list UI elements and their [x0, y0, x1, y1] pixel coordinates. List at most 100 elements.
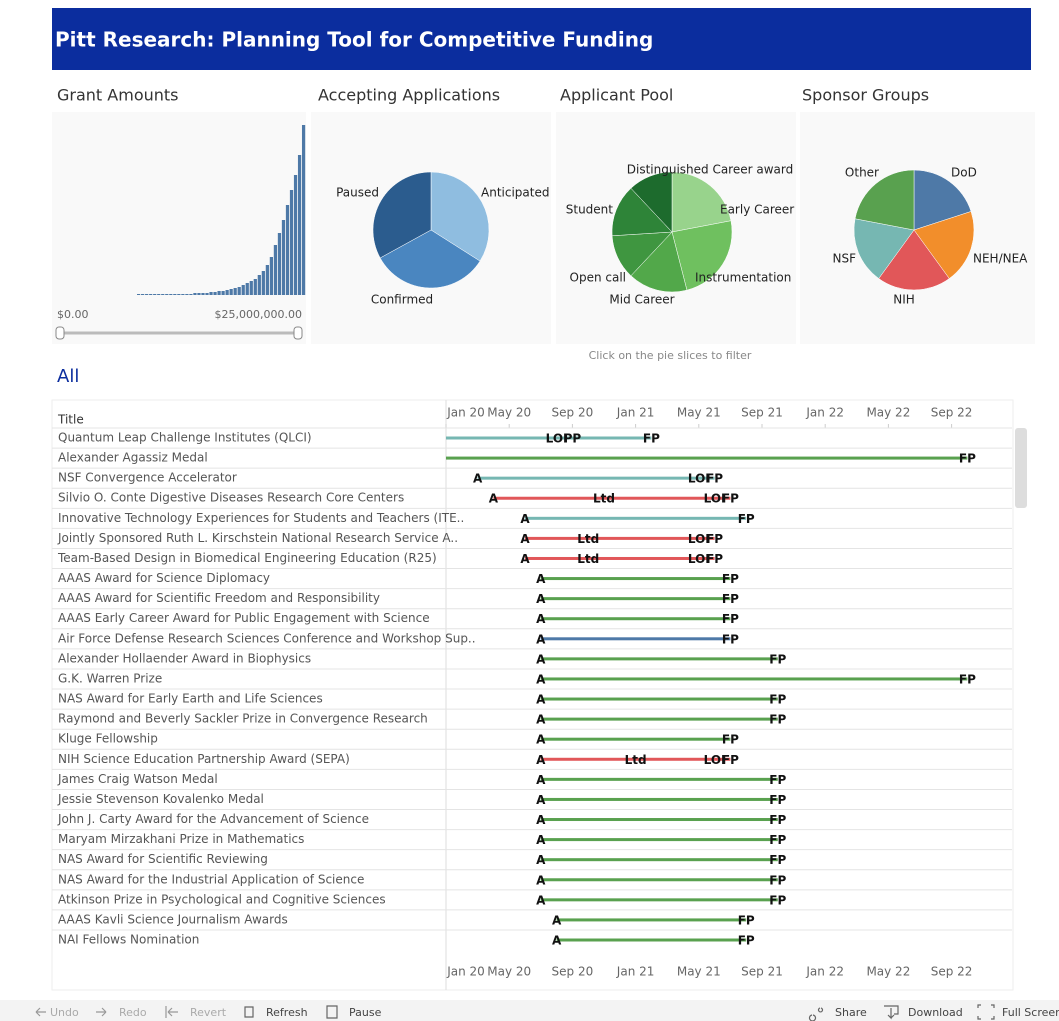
row-title: AAAS Kavli Science Journalism Awards [58, 912, 288, 926]
toolbar-button[interactable]: Revert [190, 1006, 227, 1019]
toolbar-button[interactable]: Redo [119, 1006, 147, 1019]
histogram-bar [149, 294, 153, 295]
histogram-bar [277, 233, 282, 295]
gantt-bar [556, 938, 747, 942]
milestone-label: FP [769, 793, 786, 807]
row-title: G.K. Warren Prize [58, 671, 162, 685]
toolbar-button[interactable]: Refresh [266, 1006, 308, 1019]
pie-slice[interactable] [913, 211, 975, 279]
gantt-bar [540, 818, 778, 822]
milestone-label: FP [722, 612, 739, 626]
milestone-label: A [536, 753, 546, 767]
row-title: NAS Award for Scientific Reviewing [58, 852, 268, 866]
pie-slice[interactable] [853, 218, 915, 279]
slider-handle[interactable] [293, 326, 303, 340]
slider-handle[interactable] [55, 326, 65, 340]
milestone-label: FP [769, 853, 786, 867]
toolbar-button[interactable]: Undo [50, 1006, 79, 1019]
row-title: NAI Fellows Nomination [58, 933, 199, 947]
milestone-label: A [536, 833, 546, 847]
x-tick-label: May 20 [487, 965, 531, 979]
histogram-bar [185, 294, 189, 295]
milestone-label: FP [722, 753, 739, 767]
toolbar-button[interactable]: Full Screen [1002, 1006, 1059, 1019]
pie-slice[interactable] [630, 231, 688, 293]
milestone-label: A [489, 492, 499, 506]
panel-title: Accepting Applications [318, 86, 500, 105]
milestone-label: FP [722, 572, 739, 586]
pie-slice[interactable] [854, 169, 915, 231]
row-title: Innovative Technology Experiences for St… [58, 511, 464, 525]
gantt-bar [540, 777, 778, 781]
x-tick-label: Jan 20 [446, 965, 485, 979]
histogram-bar [253, 279, 257, 295]
histogram-bar [301, 125, 306, 295]
milestone-label: PP [564, 432, 582, 446]
histogram-bar [249, 281, 253, 295]
range-label: $0.00 [57, 308, 89, 321]
histogram-bar [265, 265, 269, 295]
row-title: NAS Award for Early Earth and Life Scien… [58, 692, 323, 706]
panel-title: Sponsor Groups [802, 86, 929, 105]
gantt-bar [525, 556, 715, 560]
milestone-label: A [552, 913, 562, 927]
gantt-bar [446, 436, 652, 440]
slice-label: Confirmed [371, 293, 433, 307]
toolbar-button[interactable]: Pause [349, 1006, 382, 1019]
row-title: AAAS Early Career Award for Public Engag… [58, 611, 430, 625]
histogram-bar [189, 294, 193, 295]
toolbar-button[interactable]: Share [835, 1006, 867, 1019]
pie-slice[interactable] [671, 171, 732, 233]
row-title: Raymond and Beverly Sackler Prize in Con… [58, 712, 428, 726]
milestone-label: A [536, 873, 546, 887]
milestone-label: LOI [704, 492, 726, 506]
milestone-label: FP [769, 713, 786, 727]
x-tick-label: Jan 22 [805, 406, 844, 420]
pie-slice[interactable] [630, 171, 673, 233]
fullscreen-icon [977, 1004, 995, 1020]
x-tick-label: Sep 20 [552, 965, 594, 979]
pie-slice[interactable] [611, 187, 673, 237]
milestone-label: LOI [546, 432, 568, 446]
milestone-label: LOI [704, 753, 726, 767]
histogram-bar [141, 294, 145, 295]
slice-label: NEH/NEA [973, 252, 1028, 266]
x-tick-label: Sep 21 [741, 406, 783, 420]
filter-hint: Click on the pie slices to filter [589, 349, 752, 362]
milestone-label: A [536, 592, 546, 606]
row-title: NSF Convergence Accelerator [58, 471, 237, 485]
gantt-bar [540, 577, 731, 581]
download-icon [884, 1005, 899, 1020]
pie-slice[interactable] [671, 220, 733, 291]
gantt-bar [540, 797, 778, 801]
pie-slice[interactable] [430, 171, 490, 262]
histogram-bar [161, 294, 165, 295]
pie-slice[interactable] [372, 171, 432, 259]
histogram-bar [237, 287, 241, 295]
milestone-label: A [536, 713, 546, 727]
x-tick-label: May 22 [866, 406, 910, 420]
row-title: AAAS Award for Scientific Freedom and Re… [58, 591, 380, 605]
row-title: NAS Award for the Industrial Application… [58, 872, 364, 886]
row-title: Atkinson Prize in Psychological and Cogn… [58, 892, 386, 906]
histogram-bar [213, 292, 217, 295]
milestone-label: FP [706, 532, 723, 546]
pie-slice[interactable] [913, 169, 972, 231]
histogram-bar [225, 290, 229, 295]
pie-slice[interactable] [878, 229, 950, 291]
slice-label: Paused [336, 186, 379, 200]
row-title: Air Force Defense Research Sciences Conf… [58, 631, 476, 645]
toolbar-button[interactable]: Download [908, 1006, 963, 1019]
histogram-bar [145, 294, 149, 295]
gantt-bar [477, 476, 715, 480]
scrollbar[interactable] [1015, 428, 1027, 508]
milestone-label: FP [769, 873, 786, 887]
milestone-label: A [536, 572, 546, 586]
row-title: Silvio O. Conte Digestive Diseases Resea… [58, 491, 404, 505]
milestone-label: FP [738, 913, 755, 927]
x-tick-label: Sep 21 [741, 965, 783, 979]
gantt-bar [540, 858, 778, 862]
gantt-bar [540, 717, 778, 721]
